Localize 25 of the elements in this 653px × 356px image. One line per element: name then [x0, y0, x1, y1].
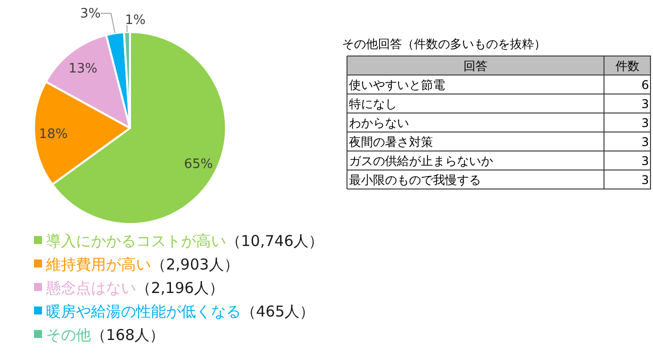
text: その他回答（件数の多いものを抜粋） — [342, 37, 546, 51]
data-label: 3 — [641, 135, 649, 149]
category-label: 夜間の暑さ対策 — [349, 135, 433, 149]
category-label: 特になし — [349, 97, 397, 111]
legend-label: 懸念点はない（2,196人） — [45, 279, 224, 297]
text: 件数 — [616, 59, 640, 73]
data-label: 3 — [641, 116, 649, 130]
data-label: 13% — [68, 61, 98, 76]
data-label: 18% — [38, 126, 68, 142]
legend-label: 暖房や給湯の性能が低くなる（465人） — [46, 302, 315, 320]
legend-label: 導入にかかるコストが高い（10,746人） — [46, 232, 324, 250]
data-label: 6 — [641, 78, 649, 92]
data-label: 3 — [641, 173, 649, 187]
legend-label: その他（168人） — [46, 326, 165, 344]
text: 回答 — [464, 59, 488, 73]
data-label: 3 — [641, 97, 649, 111]
data-label: 3% — [80, 6, 101, 22]
category-label: 最小限のもので我慢する — [349, 173, 481, 187]
data-label: 65% — [184, 156, 213, 172]
data-label: 3 — [641, 154, 649, 168]
category-label: ガスの供給が止まらないか — [349, 154, 493, 168]
legend-label: 維持費用が高い（2,903人） — [45, 256, 239, 274]
category-label: わからない — [349, 116, 409, 130]
category-label: 使いやすいと節電 — [349, 78, 445, 92]
data-label: 1% — [124, 13, 146, 28]
